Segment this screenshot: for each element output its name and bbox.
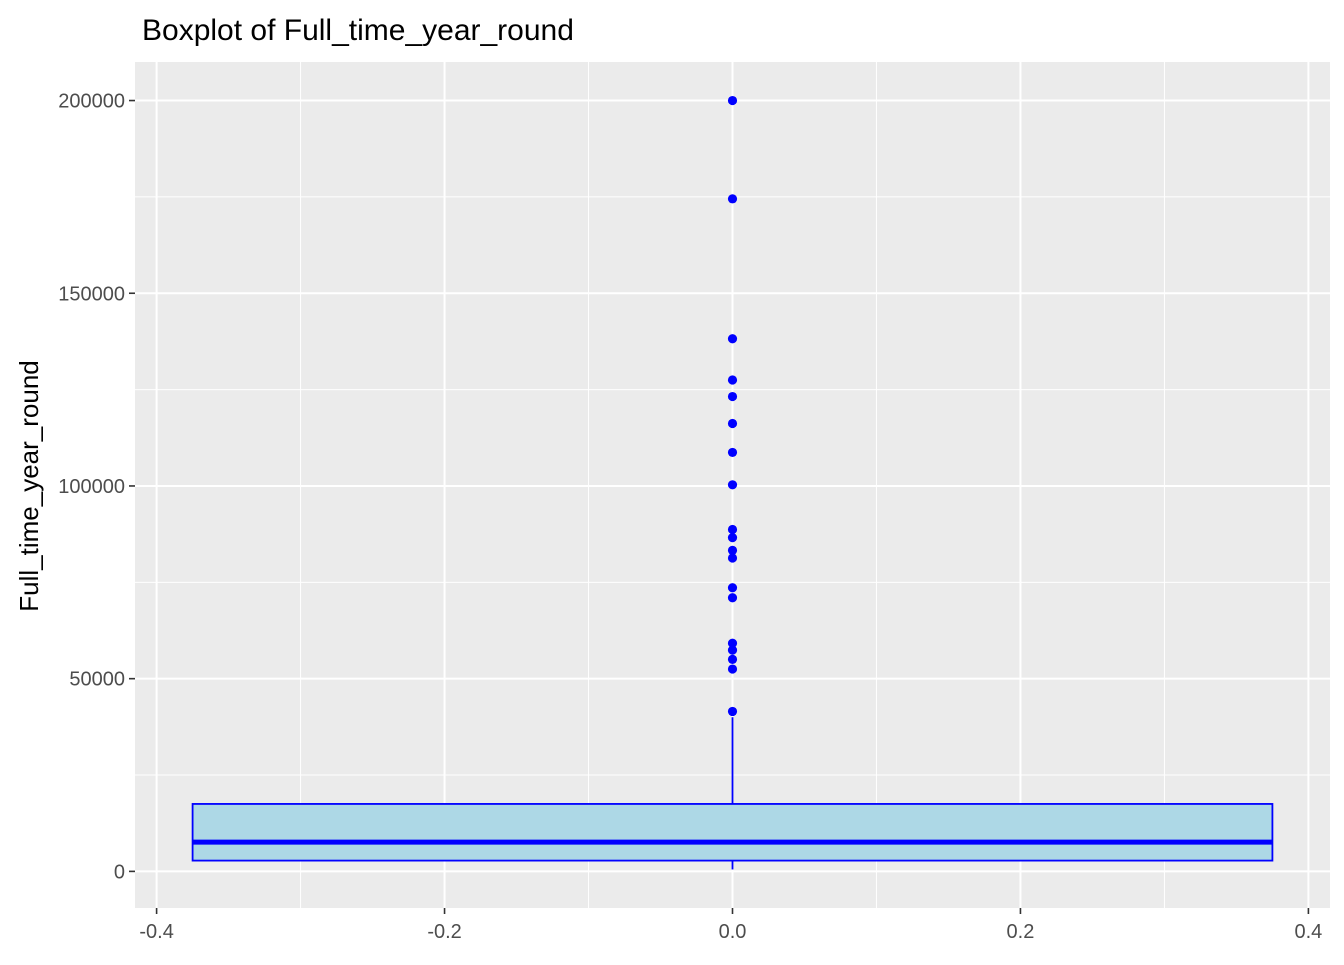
outlier-points [727, 95, 738, 717]
axes: 0 50000 100000 150000 200000 -0.4 -0.2 0.0 0.2 0.… [58, 91, 1322, 943]
chart-title: Boxplot of Full_time_year_round [142, 14, 574, 47]
box-group [191, 717, 1274, 870]
outlier-point [727, 545, 738, 555]
outlier-point [727, 553, 738, 563]
x-tick-label: 0.4 [1294, 921, 1322, 943]
outlier-point [727, 664, 738, 674]
y-axis-title: Full_time_year_round [14, 360, 44, 611]
outlier-point [727, 391, 738, 402]
y-tick-label: 0 [114, 861, 125, 883]
outlier-point [727, 194, 738, 204]
outlier-point [727, 95, 738, 106]
outlier-point [727, 654, 738, 665]
outlier-point [727, 638, 738, 648]
outlier-point [727, 334, 738, 344]
outlier-point [727, 583, 738, 593]
y-tick-label: 50000 [69, 669, 125, 691]
outlier-point [727, 375, 738, 385]
x-tick-label: -0.4 [139, 921, 173, 943]
outlier-point [727, 418, 738, 429]
outlier-point [727, 706, 738, 717]
x-tick-label: -0.2 [427, 921, 461, 943]
outlier-point [727, 480, 738, 490]
y-tick-label: 200000 [58, 91, 125, 113]
x-tick-label: 0.2 [1007, 921, 1035, 943]
outlier-point [727, 533, 738, 543]
outlier-point [727, 524, 738, 535]
outlier-point [727, 645, 738, 655]
box-iqr [191, 803, 1274, 862]
outlier-point [727, 593, 738, 603]
y-tick-label: 100000 [58, 476, 125, 498]
x-tick-label: 0.0 [719, 921, 747, 943]
outlier-point [727, 447, 738, 458]
y-tick-label: 150000 [58, 283, 125, 305]
